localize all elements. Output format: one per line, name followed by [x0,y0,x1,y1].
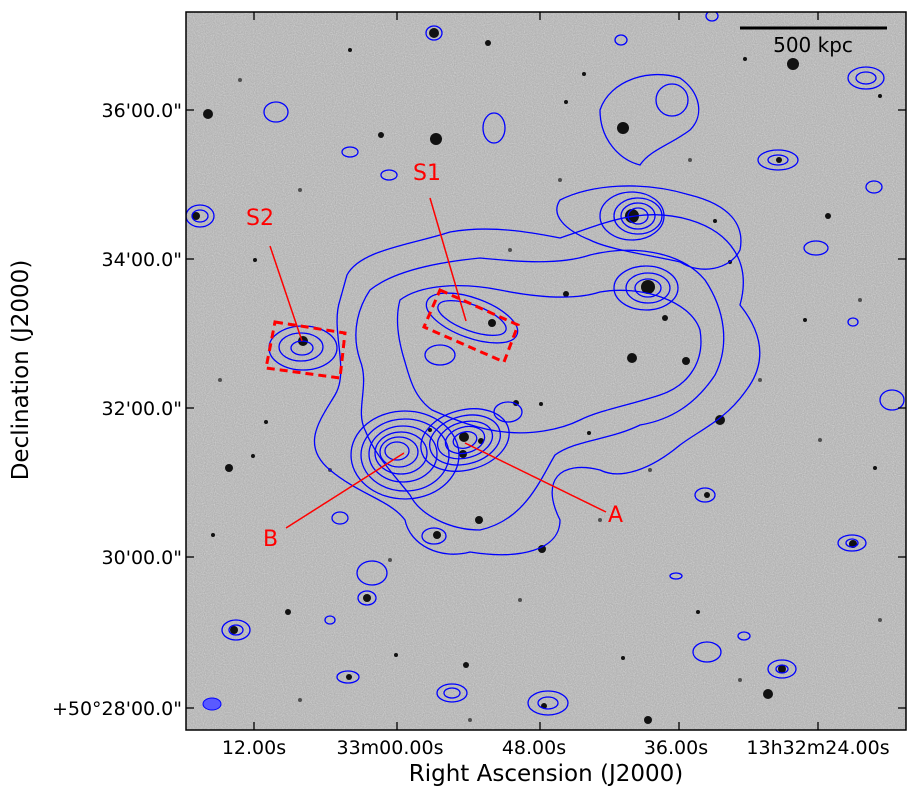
b-pointer [285,452,405,529]
y-tick-label: +50°28'00.0" [52,698,182,720]
label-a: A [608,503,623,528]
region-labels: S1 S2 A B [246,161,623,552]
x-tick-label: 48.00s [502,737,566,759]
y-tick-label: 30'00.0" [102,547,182,569]
tick-marks [186,12,906,730]
label-s1: S1 [413,161,441,186]
y-tick-label: 32'00.0" [102,398,182,420]
annotations [264,197,607,529]
radio-contours [186,12,905,716]
a-pointer [464,442,607,513]
s2-pointer [269,245,303,342]
label-b: B [263,527,278,552]
x-tick-label: 36.00s [644,737,708,759]
y-tick-label: 36'00.0" [102,100,182,122]
s1-pointer [429,197,467,322]
optical-image [186,12,906,730]
x-tick-label: 33m00.00s [337,737,444,759]
x-tick-labels: 12.00s 33m00.00s 48.00s 36.00s 13h32m24.… [222,737,890,759]
y-axis-title: Declination (J2000) [8,260,34,481]
y-tick-labels: 36'00.0" 34'00.0" 32'00.0" 30'00.0" +50°… [52,100,182,720]
x-tick-label: 12.00s [222,737,286,759]
x-axis-title: Right Ascension (J2000) [409,761,684,787]
label-s2: S2 [246,206,274,231]
beam-ellipse [202,697,222,711]
y-tick-label: 34'00.0" [102,249,182,271]
s1-region [422,288,520,365]
scale-bar-label: 500 kpc [773,33,853,57]
x-tick-label: 13h32m24.00s [746,737,889,759]
plot-frame [185,11,907,731]
